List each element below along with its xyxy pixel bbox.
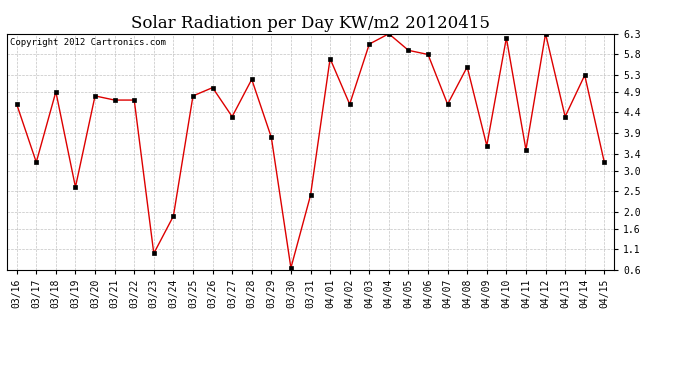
Text: Copyright 2012 Cartronics.com: Copyright 2012 Cartronics.com (10, 39, 166, 48)
Title: Solar Radiation per Day KW/m2 20120415: Solar Radiation per Day KW/m2 20120415 (131, 15, 490, 32)
